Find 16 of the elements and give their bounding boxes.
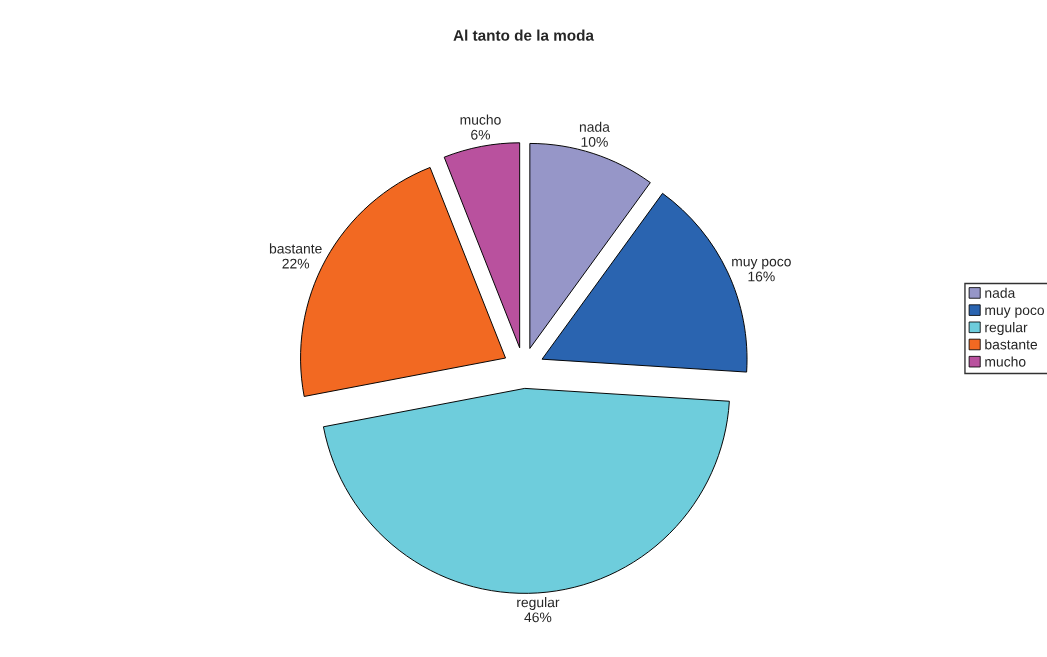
legend-label: muy poco <box>985 307 1045 318</box>
slice-label: regular <box>517 597 560 610</box>
legend-label: bastante <box>985 339 1038 350</box>
chart-title: Al tanto de la moda <box>453 29 595 41</box>
legend-label: mucho <box>985 356 1026 367</box>
slice-label: mucho <box>460 114 501 125</box>
slice-label: nada <box>579 121 610 132</box>
slice-label: muy poco <box>732 258 791 270</box>
data-label: 6% <box>471 129 491 140</box>
legend-label: nada <box>985 287 1016 298</box>
data-label: 46% <box>524 612 552 623</box>
legend-label: regular <box>985 322 1028 336</box>
slice-label: bastante <box>269 243 322 254</box>
data-label: 16% <box>748 271 775 282</box>
data-label: 10% <box>581 136 608 147</box>
data-label: 22% <box>282 258 310 269</box>
